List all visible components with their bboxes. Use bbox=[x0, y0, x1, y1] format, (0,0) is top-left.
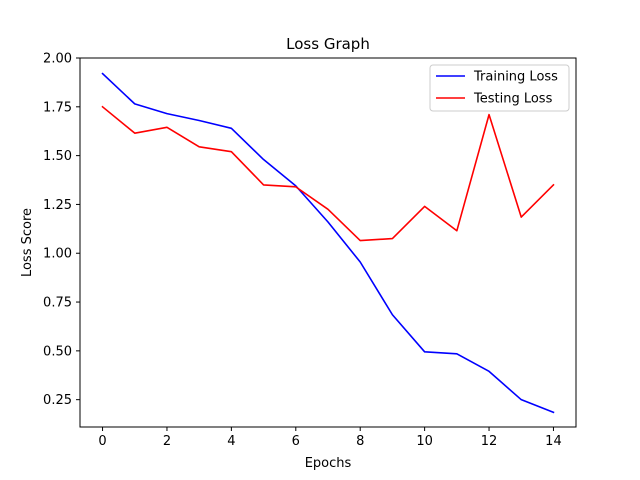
y-tick-label: 1.75 bbox=[43, 100, 72, 115]
y-tick-label: 0.75 bbox=[43, 296, 72, 311]
legend-label-0: Training Loss bbox=[473, 70, 558, 85]
y-axis-title: Loss Score bbox=[20, 208, 35, 277]
x-tick-label: 10 bbox=[416, 434, 433, 449]
x-tick-label: 14 bbox=[545, 434, 562, 449]
x-axis: 0 2 4 6 8 10 12 14 bbox=[98, 427, 562, 449]
y-tick-label: 0.50 bbox=[43, 344, 72, 359]
legend: Training Loss Testing Loss bbox=[429, 64, 570, 112]
x-tick-label: 2 bbox=[163, 434, 171, 449]
series-line-1 bbox=[101, 105, 555, 242]
x-tick-label: 8 bbox=[356, 434, 364, 449]
series-line-0 bbox=[101, 72, 555, 414]
y-axis: 0.25 0.50 0.75 1.00 1.25 1.50 1.75 2.00 bbox=[43, 52, 80, 408]
plot-frame bbox=[79, 57, 577, 428]
y-tick-label: 0.25 bbox=[43, 393, 72, 408]
plot-series bbox=[101, 72, 555, 414]
x-tick-label: 0 bbox=[98, 434, 106, 449]
legend-label-1: Testing Loss bbox=[473, 92, 553, 107]
chart-title: Loss Graph bbox=[286, 35, 370, 53]
x-tick-label: 12 bbox=[481, 434, 498, 449]
y-tick-label: 1.00 bbox=[43, 247, 72, 262]
x-tick-label: 4 bbox=[227, 434, 235, 449]
y-tick-label: 2.00 bbox=[43, 52, 72, 67]
y-tick-label: 1.25 bbox=[43, 198, 72, 213]
x-axis-title: Epochs bbox=[305, 456, 352, 471]
x-tick-label: 6 bbox=[292, 434, 300, 449]
y-tick-label: 1.50 bbox=[43, 149, 72, 164]
